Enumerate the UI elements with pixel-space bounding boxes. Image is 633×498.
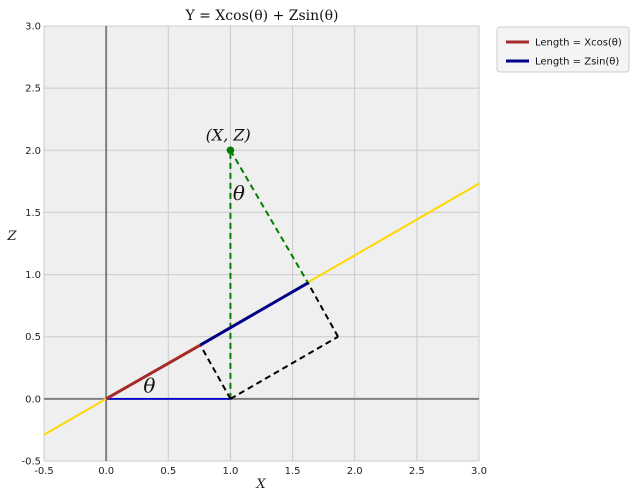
y-axis-title: Z xyxy=(6,229,17,244)
point-label: (X, Z) xyxy=(206,125,251,144)
chart-title: Y = Xcos(θ) + Zsin(θ) xyxy=(184,8,338,24)
y-tick-label: 2.5 xyxy=(25,84,41,95)
x-tick-label: 2.0 xyxy=(347,466,363,477)
tick-labels: -0.5 0.0 0.5 1.0 1.5 2.0 2.5 3.0 -0.5 0.0 0.5 1.0 1.… xyxy=(21,22,486,478)
x-tick-label: 0.5 xyxy=(160,466,176,477)
x-tick-label: 1.0 xyxy=(222,466,238,477)
x-tick-label: 0.0 xyxy=(98,466,114,477)
series-layer xyxy=(43,146,480,436)
theta-label: θ xyxy=(233,181,245,205)
point-xz-marker xyxy=(226,146,235,155)
y-tick-label: -0.5 xyxy=(21,457,41,468)
y-tick-label: 2.0 xyxy=(25,146,41,157)
y-tick-label: 0.0 xyxy=(25,394,41,405)
rotated-dashed-line-2 xyxy=(307,282,339,338)
x-tick-label: -0.5 xyxy=(34,466,54,477)
y-tick-label: 1.0 xyxy=(25,270,41,281)
y-tick-label: 1.5 xyxy=(25,208,41,219)
series-line-zsin xyxy=(199,281,309,347)
annotations: θ θ (X, Z) xyxy=(143,125,250,397)
theta-label: θ xyxy=(143,374,155,398)
x-axis-title: X xyxy=(255,477,266,492)
series-line-xcos xyxy=(105,343,202,401)
plot-area xyxy=(44,26,479,461)
x-tick-label: 3.0 xyxy=(471,466,487,477)
slanted-dashed-line xyxy=(229,149,309,284)
legend-label: Length = Zsin(θ) xyxy=(535,57,619,68)
rotated-dashed-line xyxy=(229,335,339,400)
y-tick-label: 3.0 xyxy=(25,22,41,33)
perpendicular-dashed-line xyxy=(199,344,232,400)
legend-label: Length = Xcos(θ) xyxy=(535,38,622,49)
y-tick-label: 0.5 xyxy=(25,332,41,343)
x-tick-label: 1.5 xyxy=(285,466,301,477)
x-tick-label: 2.5 xyxy=(409,466,425,477)
legend-box xyxy=(496,26,630,73)
legend: Length = Xcos(θ) Length = Zsin(θ) xyxy=(496,26,630,73)
